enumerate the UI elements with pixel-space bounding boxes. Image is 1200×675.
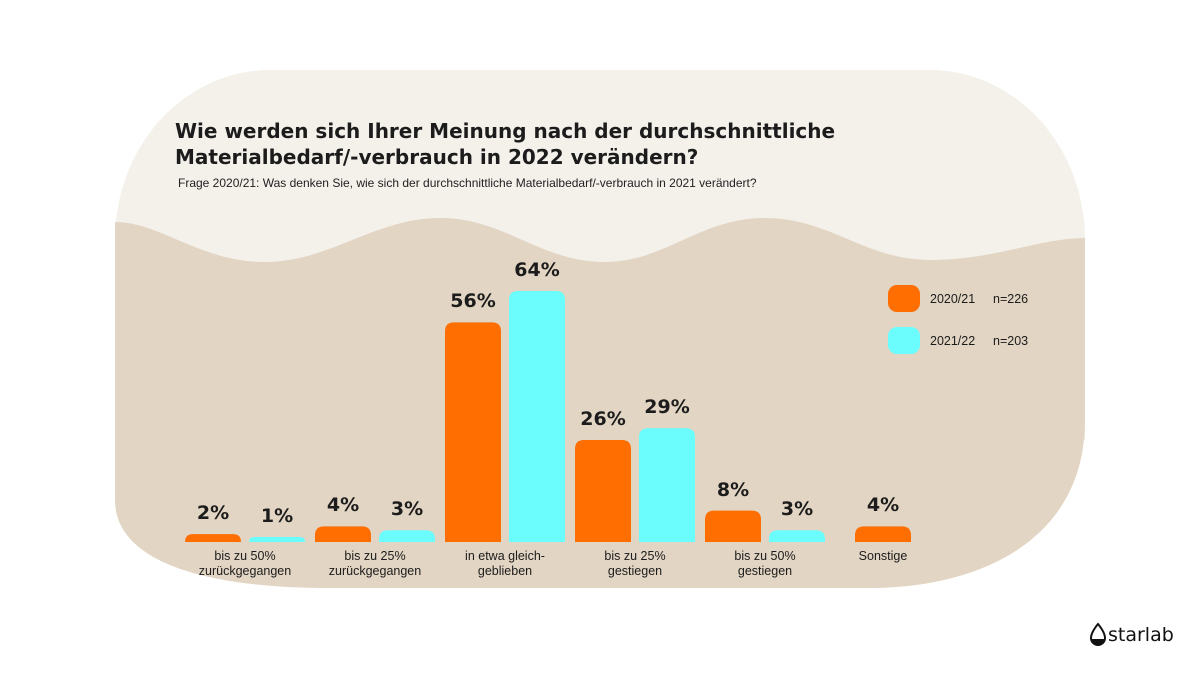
category-label-0-line-1: zurückgegangen [198,564,292,578]
category-label-2: in etwa gleich-geblieben [440,549,570,579]
value-label-2020-21-cat-3: 26% [580,408,626,431]
value-label-2020-21-cat-0: 2% [196,502,230,525]
category-label-4-line-1: gestiegen [737,564,793,578]
category-label-3-line-0: bis zu 25% [604,549,666,563]
bar-2021-22-cat-0 [249,537,305,542]
value-label-2020-21-cat-2: 56% [450,290,496,313]
value-label-2021-22-cat-3: 29% [644,396,690,419]
bar-2021-22-cat-1 [379,530,435,542]
legend-n-2021: n=203 [993,334,1029,348]
category-label-3: bis zu 25% gestiegen [570,549,700,579]
bar-2020-21-cat-4 [705,510,761,542]
starlab-drop-icon [1089,622,1107,646]
category-label-1-line-0: bis zu 25% [344,549,406,563]
bar-2021-22-cat-4 [769,530,825,542]
legend-swatch-2020 [888,285,920,312]
category-label-5: Sonstige [818,549,948,564]
chart-title: Wie werden sich Ihrer Meinung nach der d… [175,119,836,169]
legend-label-2021: 2021/22 [930,334,976,348]
category-label-1: bis zu 25% zurückgegangen [310,549,440,579]
bar-2020-21-cat-0 [185,534,241,542]
value-label-2021-22-cat-1: 3% [390,498,424,521]
category-label-2-line-1: geblieben [477,564,533,578]
value-label-2020-21-cat-1: 4% [326,494,360,517]
category-label-3-line-1: gestiegen [607,564,663,578]
bar-2020-21-cat-3 [575,440,631,542]
bar-2020-21-cat-2 [445,322,501,542]
chart-subtitle: Frage 2020/21: Was denken Sie, wie sich … [178,176,757,190]
legend-swatch-2021 [888,327,920,354]
bar-2021-22-cat-3 [639,428,695,542]
value-label-2021-22-cat-2: 64% [514,259,560,281]
bar-2020-21-cat-1 [315,526,371,542]
category-label-0-line-0: bis zu 50% [214,549,276,563]
value-label-2021-22-cat-4: 3% [780,498,814,521]
value-label-2021-22-cat-0: 1% [260,505,294,527]
legend-label-2020: 2020/21 [930,292,976,306]
category-label-2-line-0: in etwa gleich- [465,549,545,563]
background-card-wave [115,218,1085,588]
category-label-1-line-1: zurückgegangen [328,564,422,578]
bar-2020-21-cat-5 [855,526,911,542]
bars-group [185,291,911,542]
category-label-4: bis zu 50% gestiegen [700,549,830,579]
legend-n-2020: n=226 [993,292,1029,306]
category-label-5-line-0: Sonstige [858,549,908,563]
logo-text: starlab [1108,624,1174,646]
bar-2021-22-cat-2 [509,291,565,542]
category-label-0: bis zu 50% zurückgegangen [180,549,310,579]
category-label-4-line-0: bis zu 50% [734,549,796,563]
value-label-2020-21-cat-5: 4% [866,494,900,517]
value-label-2020-21-cat-4: 8% [716,478,750,501]
